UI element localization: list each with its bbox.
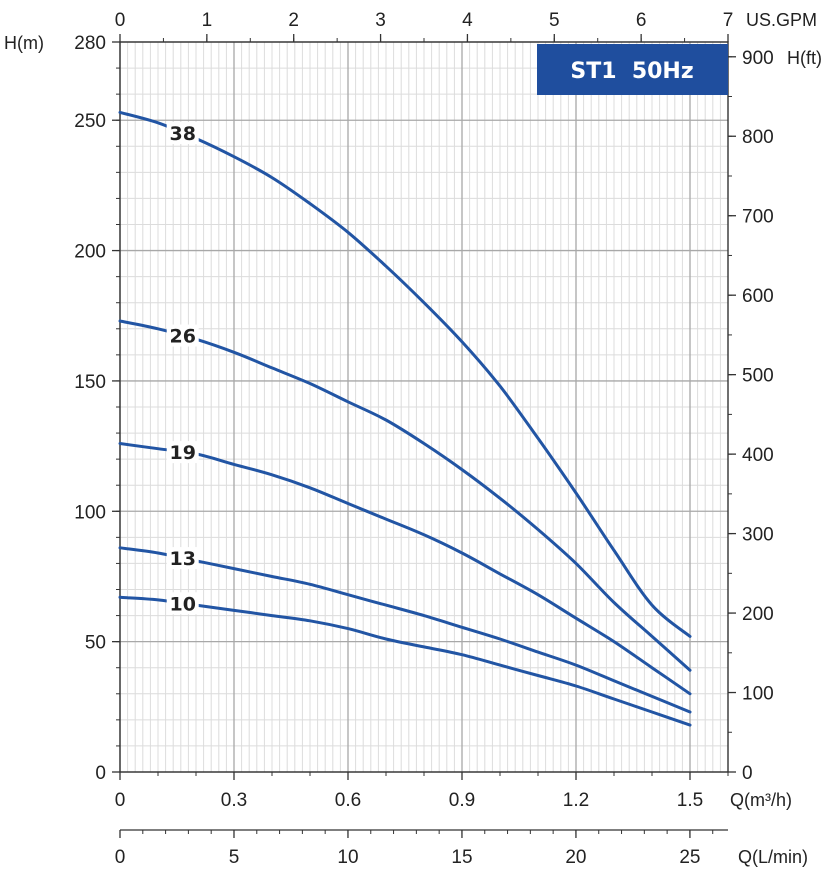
right-tick-label: 600 <box>742 286 774 307</box>
top-tick-label: 1 <box>202 10 213 31</box>
series-line-38 <box>118 110 692 638</box>
y-tick-label: 100 <box>74 502 106 523</box>
series-line-10 <box>118 595 692 727</box>
x-tick-label: 1.5 <box>677 790 703 811</box>
series-line-19 <box>118 442 692 696</box>
top-axis-title: US.GPM <box>746 10 817 30</box>
y-tick-label: 0 <box>95 763 106 784</box>
top-tick-label: 2 <box>288 10 299 31</box>
right-tick-label: 500 <box>742 366 774 387</box>
top-tick-label: 4 <box>462 10 473 31</box>
series-label-bg-19 <box>166 441 199 464</box>
series-label-bg-26 <box>166 324 199 347</box>
title-badge: ST1 50Hz <box>537 44 728 95</box>
series-label-38: 38 <box>169 123 195 145</box>
grid <box>119 41 729 773</box>
top-tick-label: 5 <box>549 10 560 31</box>
bottom2-tick-label: 25 <box>679 847 700 868</box>
right-tick-label: 800 <box>742 127 774 148</box>
series-label-26: 26 <box>169 326 195 348</box>
right-tick-label: 100 <box>742 684 774 705</box>
series-label-10: 10 <box>169 593 195 615</box>
y-tick-label: 150 <box>74 372 106 393</box>
x-tick-label: 0.3 <box>221 790 247 811</box>
right-tick-label: 0 <box>742 763 753 784</box>
x-axis-title: Q(m³/h) <box>730 790 792 810</box>
bottom2-tick-label: 20 <box>565 847 586 868</box>
bottom2-tick-label: 5 <box>229 847 240 868</box>
series-line-13 <box>118 546 692 714</box>
y-tick-label: 50 <box>85 633 106 654</box>
x-tick-label: 0 <box>115 790 126 811</box>
series-group: 38 26 19 13 10 <box>118 110 692 727</box>
x-tick-label: 0.9 <box>449 790 475 811</box>
x-tick-label: 1.2 <box>563 790 589 811</box>
bottom2-tick-label: 10 <box>337 847 358 868</box>
bottom2-axis-title: Q(L/min) <box>738 847 808 867</box>
chart-title: ST1 50Hz <box>570 59 693 84</box>
bottom2-tick-label: 0 <box>115 847 126 868</box>
title-badge-box <box>537 44 728 95</box>
y-axis-title: H(m) <box>4 33 44 53</box>
y-tick-label: 280 <box>74 33 106 54</box>
right-tick-label: 300 <box>742 525 774 546</box>
x-tick-label: 0.6 <box>335 790 361 811</box>
y-tick-label: 250 <box>74 111 106 132</box>
series-label-bg-13 <box>166 547 199 570</box>
series-label-bg-10 <box>166 592 199 615</box>
top-tick-label: 7 <box>723 10 734 31</box>
series-label-19: 19 <box>169 442 195 464</box>
series-label-bg-38 <box>166 121 199 144</box>
series-line-26 <box>118 319 692 672</box>
y-tick-label: 200 <box>74 242 106 263</box>
series-label-13: 13 <box>169 548 195 570</box>
top-tick-label: 6 <box>636 10 647 31</box>
right-tick-label: 900 <box>742 48 774 69</box>
right-axis-title: H(ft) <box>787 48 822 68</box>
right-tick-label: 700 <box>742 207 774 228</box>
right-tick-label: 200 <box>742 604 774 625</box>
axes: 0 0.3 0.6 0.9 1.2 1.5 Q(m³/h)05010015020025028… <box>4 10 822 868</box>
bottom2-tick-label: 15 <box>451 847 472 868</box>
top-tick-label: 0 <box>115 10 126 31</box>
top-tick-label: 3 <box>375 10 386 31</box>
right-tick-label: 400 <box>742 445 774 466</box>
